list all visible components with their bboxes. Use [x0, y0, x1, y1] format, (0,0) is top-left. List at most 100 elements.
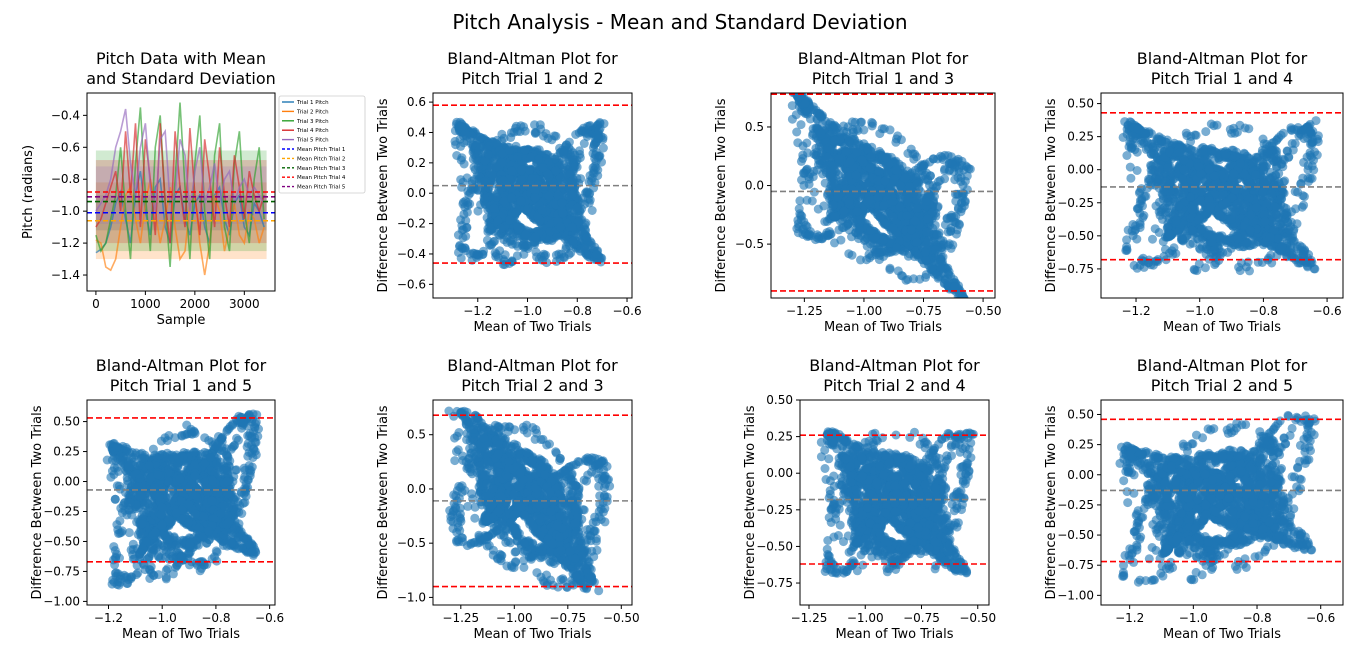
scatter-point — [511, 208, 521, 218]
scatter-point — [962, 162, 972, 172]
y-tick-label: 0.4 — [407, 125, 426, 139]
y-tick-label: −1.2 — [51, 236, 80, 250]
x-tick-label: −1.0 — [513, 304, 542, 318]
subplot-3: −1.25 −1.00 −0.75 −0.50−0.50.00.5Bland-Altm… — [714, 49, 1001, 335]
scatter-point — [499, 196, 509, 206]
subplots: Trial 1 Pitch Trial 2 Pitch Trial 3 Pitch T… — [21, 49, 1344, 642]
scatter-point — [506, 193, 516, 203]
scatter-point — [478, 249, 488, 259]
scatter-point — [498, 149, 508, 158]
scatter-point — [557, 198, 567, 208]
scatter-point — [549, 131, 559, 141]
scatter-point — [457, 119, 467, 129]
legend-label: Trial 1 Pitch — [296, 100, 329, 106]
scatter-point — [530, 186, 540, 196]
y-tick-label: 0.2 — [407, 156, 426, 170]
scatter-point — [456, 141, 466, 151]
scatter-point — [473, 162, 483, 171]
scatter-point — [591, 249, 601, 259]
legend-label: Mean Pitch Trial 4 — [297, 175, 346, 181]
figure-title: Pitch Analysis - Mean and Standard Devia… — [452, 10, 907, 34]
scatter-point — [795, 196, 805, 206]
scatter-point — [809, 187, 819, 197]
scatter-point — [491, 252, 501, 261]
scatter-point — [516, 196, 526, 206]
legend-label: Mean Pitch Trial 3 — [297, 166, 346, 172]
scatter-point — [568, 236, 578, 246]
legend-label: Trial 5 Pitch — [296, 138, 329, 144]
scatter-point — [520, 145, 530, 155]
scatter-point — [530, 193, 540, 203]
scatter-point — [559, 147, 568, 157]
legend-label: Mean Pitch Trial 2 — [297, 156, 345, 162]
scatter-point — [513, 241, 523, 251]
scatter-point — [834, 225, 844, 235]
legend-label: Trial 3 Pitch — [296, 119, 329, 125]
scatter-point — [551, 256, 561, 266]
scatter-point — [925, 180, 934, 190]
scatter-point — [490, 236, 500, 246]
scatter-point — [932, 229, 942, 239]
scatter-point — [580, 243, 590, 253]
scatter-point — [843, 122, 853, 132]
x-tick-label: −1.2 — [463, 304, 492, 318]
scatter-point — [579, 139, 589, 148]
scatter-point — [459, 159, 469, 169]
scatter-point — [491, 162, 501, 172]
scatter-point — [505, 228, 515, 238]
legend-box — [278, 95, 366, 194]
legend-label: Mean Pitch Trial 1 — [297, 147, 345, 153]
scatter-point — [590, 161, 600, 171]
legend: Trial 1 Pitch Trial 2 Pitch Trial 3 Pitch T… — [278, 95, 366, 194]
y-axis-label: Difference Between Two Trials — [376, 98, 391, 292]
y-tick-label: −0.2 — [397, 217, 426, 231]
scatter-point — [792, 127, 802, 137]
scatter-point — [584, 198, 594, 208]
scatter-point — [943, 151, 953, 161]
legend-label: Mean Pitch Trial 5 — [297, 185, 346, 191]
scatter-point — [908, 149, 918, 159]
scatter-point — [823, 230, 832, 240]
scatter-point — [836, 235, 846, 245]
y-tick-label: −0.4 — [397, 247, 426, 261]
scatter-point — [859, 125, 869, 135]
y-tick-label: 0.0 — [407, 186, 426, 200]
scatter-point — [555, 173, 565, 182]
scatter-point — [903, 194, 913, 204]
legend-label: Trial 2 Pitch — [296, 109, 329, 115]
scatter-point — [544, 191, 554, 201]
y-tick-label: −0.6 — [51, 140, 80, 154]
scatter-point — [480, 176, 489, 186]
scatter-point — [564, 155, 573, 165]
y-tick-label: −1.4 — [51, 268, 80, 282]
line-trial-3 — [95, 102, 265, 268]
scatter-point — [573, 217, 583, 227]
scatter-point — [512, 251, 522, 261]
scatter-point — [559, 253, 569, 263]
scatter-point — [598, 143, 608, 153]
line-trial-5 — [95, 108, 265, 212]
scatter-point — [535, 120, 545, 130]
scatter-point — [541, 129, 551, 139]
scatter-points — [450, 117, 609, 270]
scatter-point — [942, 213, 952, 223]
scatter-point — [464, 190, 474, 200]
scatter-point — [483, 149, 493, 159]
scatter-point — [456, 253, 466, 263]
scatter-point — [595, 119, 605, 129]
scatter-point — [796, 215, 806, 225]
scatter-point — [572, 173, 582, 183]
scatter-point — [507, 166, 517, 176]
plot-area — [87, 102, 275, 276]
scatter-point — [521, 230, 531, 239]
scatter-point — [928, 154, 938, 164]
x-tick-label: 0 — [92, 297, 100, 311]
scatter-point — [558, 208, 568, 218]
scatter-point — [551, 166, 561, 176]
scatter-point — [460, 202, 470, 212]
scatter-point — [458, 233, 468, 243]
y-axis-label: Pitch (radians) — [21, 145, 36, 239]
scatter-point — [499, 133, 509, 143]
scatter-point — [895, 202, 905, 212]
x-tick-label: −0.6 — [612, 304, 641, 318]
